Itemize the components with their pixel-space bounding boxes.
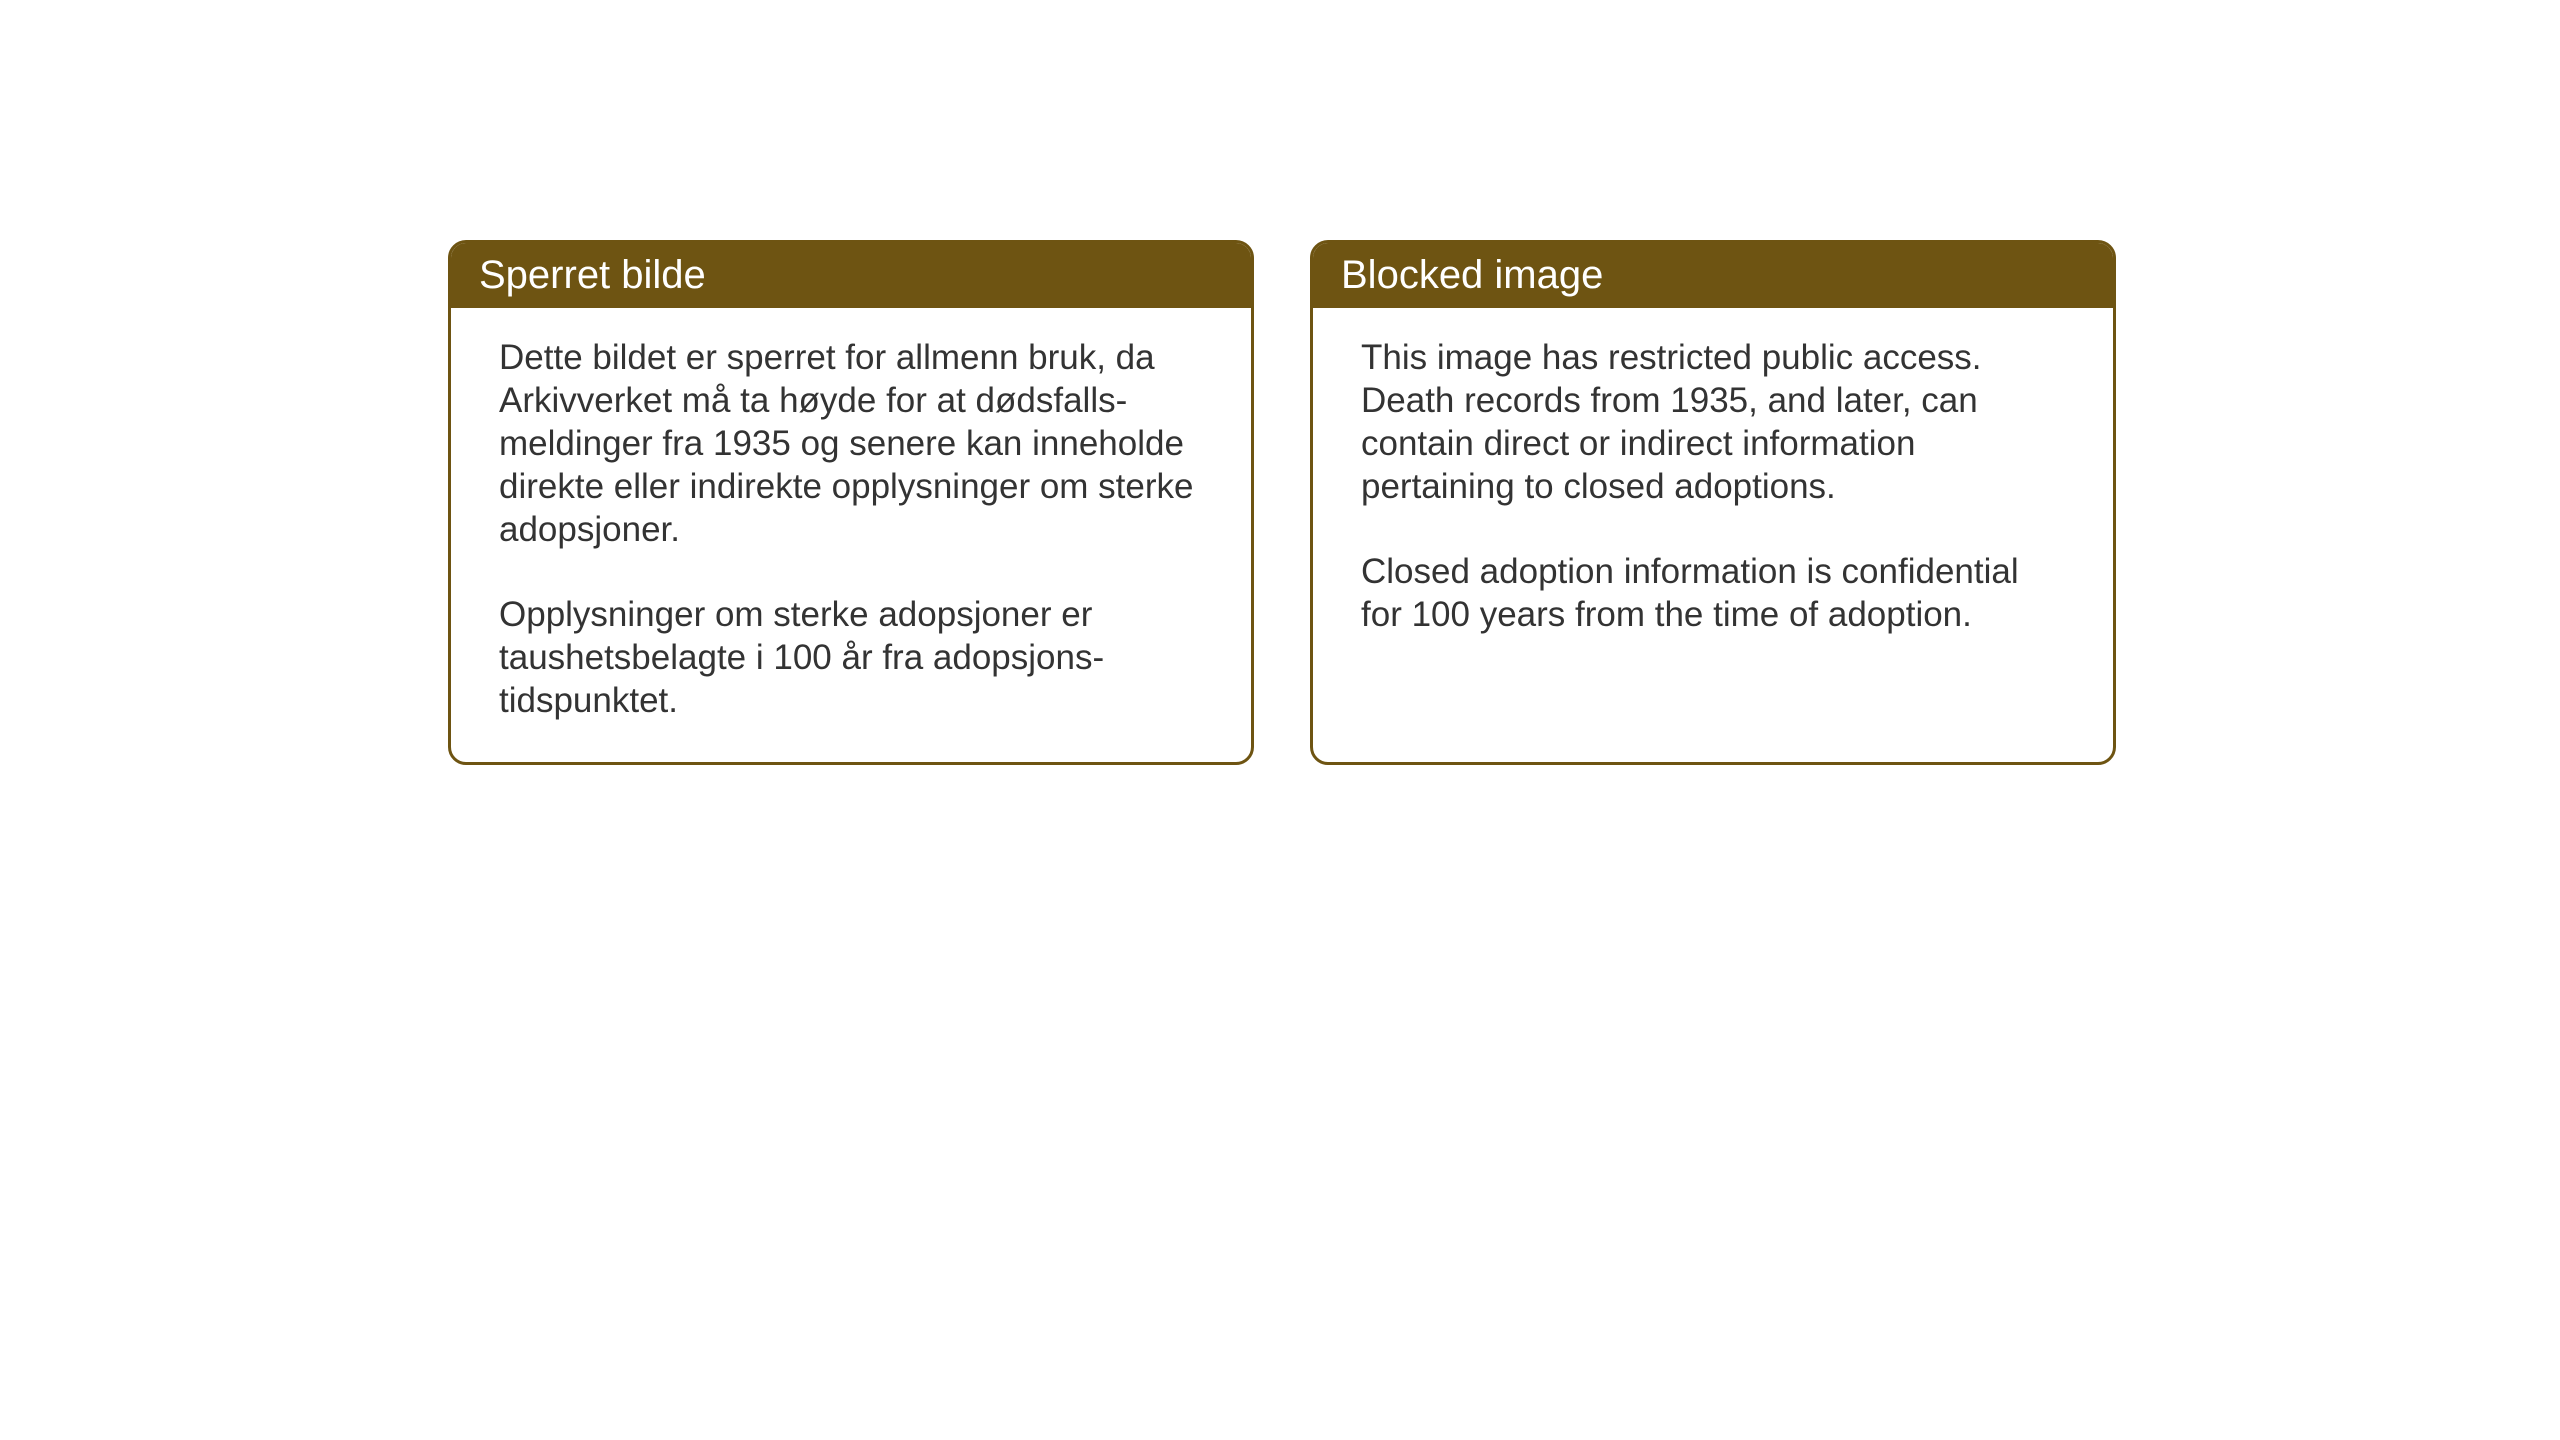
- notice-paragraph-norwegian-2: Opplysninger om sterke adopsjoner er tau…: [499, 593, 1203, 722]
- notice-title-norwegian: Sperret bilde: [479, 253, 706, 297]
- notice-title-english: Blocked image: [1341, 253, 1603, 297]
- notice-header-norwegian: Sperret bilde: [451, 243, 1251, 308]
- notice-card-english: Blocked image This image has restricted …: [1310, 240, 2116, 765]
- notice-paragraph-english-1: This image has restricted public access.…: [1361, 336, 2065, 508]
- notice-paragraph-norwegian-1: Dette bildet er sperret for allmenn bruk…: [499, 336, 1203, 551]
- notice-card-norwegian: Sperret bilde Dette bildet er sperret fo…: [448, 240, 1254, 765]
- notice-body-english: This image has restricted public access.…: [1313, 308, 2113, 676]
- notice-header-english: Blocked image: [1313, 243, 2113, 308]
- notice-body-norwegian: Dette bildet er sperret for allmenn bruk…: [451, 308, 1251, 762]
- notice-paragraph-english-2: Closed adoption information is confident…: [1361, 550, 2065, 636]
- notice-container: Sperret bilde Dette bildet er sperret fo…: [448, 240, 2116, 765]
